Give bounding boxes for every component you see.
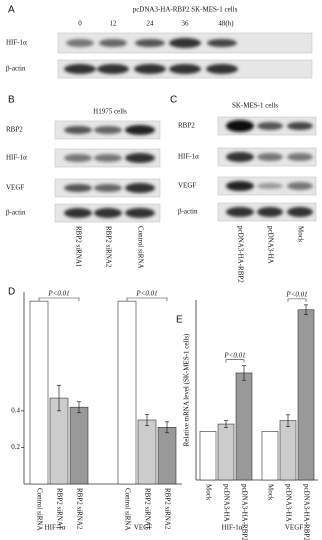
- bar: [117, 300, 137, 485]
- bar-label: Mock: [266, 484, 274, 501]
- blot-lane-label: 12: [110, 20, 118, 28]
- bar: [199, 431, 217, 481]
- panel-label: A: [8, 5, 15, 16]
- blot-title: H1975 cells: [93, 108, 127, 116]
- significance-bracket: [126, 297, 168, 301]
- annotation: P<0.01: [47, 290, 69, 298]
- bar: [157, 427, 177, 485]
- significance-bracket: [287, 298, 307, 302]
- blot-lane-label: RBP2 siRNA2: [104, 226, 112, 268]
- blot-lane-label: Mock: [296, 226, 304, 243]
- annotation: P<0.01: [223, 351, 245, 359]
- group-label: HIF-1α: [222, 524, 243, 532]
- bar-label: pcDNA3-HA-RBP2: [302, 484, 310, 540]
- blot-row-label: β-actin: [6, 209, 26, 217]
- bar-label: Control siRNA: [123, 488, 131, 531]
- blot-row-label: RBP2: [178, 122, 195, 130]
- blot-row-label: VEGF: [6, 184, 24, 192]
- blot-lane-label: 0: [78, 20, 82, 28]
- significance-bracket: [225, 359, 245, 363]
- panel-label: D: [8, 287, 15, 298]
- panel-label: E: [176, 315, 183, 326]
- bar: [235, 372, 253, 481]
- bar-label: RBP2 siRNA2: [75, 488, 83, 530]
- blot-row-label: β-actin: [178, 208, 198, 216]
- bar-label: RBP2 siRNA1: [143, 488, 151, 530]
- significance-bracket: [38, 297, 80, 301]
- bar: [29, 300, 49, 485]
- blot-lane-label: 24: [147, 20, 155, 28]
- bar: [217, 423, 235, 481]
- blot-row-label: HIF-1α: [6, 154, 27, 162]
- bar: [69, 406, 89, 485]
- blot-lane-label: 36: [182, 20, 190, 28]
- annotation: P<0.01: [135, 290, 157, 298]
- bar: [297, 309, 315, 481]
- bar-label: pcDNA3-HA-RBP2: [240, 484, 248, 540]
- bar-label: Control siRNA: [35, 488, 43, 531]
- blot-lane-label: pcDNA3-HA: [266, 226, 274, 264]
- blot-lane-label: 48(h): [218, 20, 234, 28]
- panel-label: C: [170, 95, 177, 106]
- bar: [137, 419, 157, 485]
- y-tick-label: 0.2: [11, 443, 20, 451]
- bar: [261, 431, 279, 481]
- group-label: HIF-1α: [45, 524, 66, 532]
- blot-row-label: HIF-1α: [178, 153, 199, 161]
- bar-label: pcDNA3-HA: [284, 484, 292, 522]
- blot-title: pcDNA3-HA-RBP2 SK-MES-1 cells: [133, 6, 238, 14]
- blot-lane-label: Control siRNA: [136, 226, 144, 269]
- panel-label: B: [8, 95, 15, 106]
- group-label: VEGF: [134, 524, 152, 532]
- blot-lane-label: pcDNA3-HA-RBP2: [236, 226, 244, 283]
- group-label: VEGF: [285, 524, 303, 532]
- blot-row-label: VEGF: [178, 182, 196, 190]
- annotation: P<0.01: [285, 290, 307, 298]
- bar-label: pcDNA3-HA: [222, 484, 230, 522]
- blot-lane-label: RBP2 siRNA1: [74, 226, 82, 268]
- blot-row-label: HIF-1α: [6, 39, 27, 47]
- blot-row-label: RBP2: [6, 126, 23, 134]
- blot-row-label: β-actin: [6, 65, 26, 73]
- bar: [279, 420, 297, 481]
- blot-title: SK-MES-1 cells: [232, 102, 278, 110]
- y-tick-label: 0.4: [11, 406, 20, 414]
- bar-label: RBP2 siRNA1: [55, 488, 63, 530]
- bar-label: Mock: [204, 484, 212, 501]
- y-axis-label: Relative mRNA level (SK-MES-1 cells): [183, 333, 191, 446]
- bar-label: RBP2 siRNA2: [163, 488, 171, 530]
- blot-bands: [64, 38, 313, 218]
